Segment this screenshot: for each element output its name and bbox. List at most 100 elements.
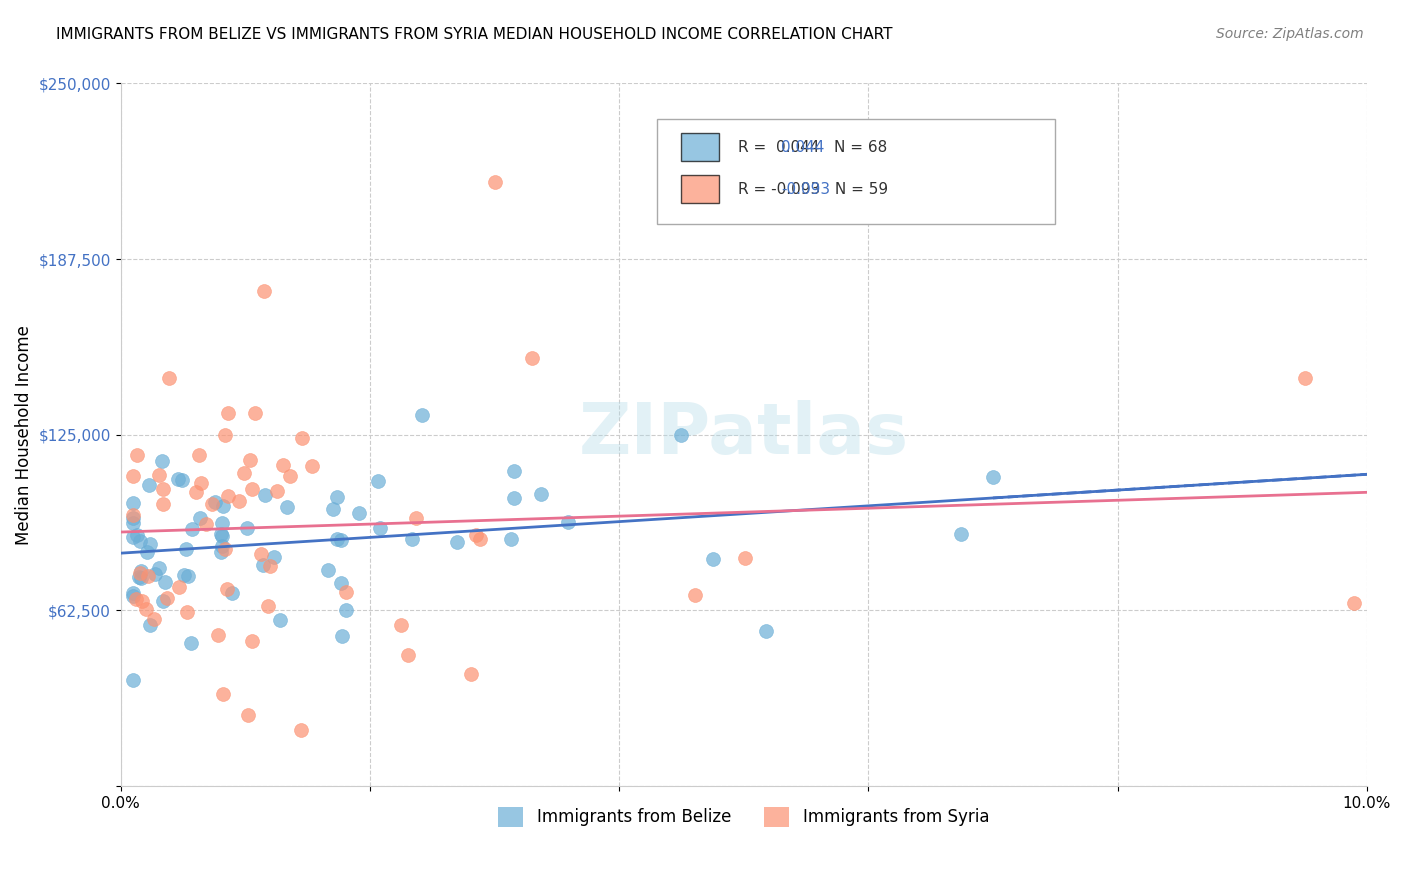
FancyBboxPatch shape — [682, 133, 718, 161]
Text: 0.044: 0.044 — [782, 140, 824, 154]
Immigrants from Syria — [683, 588, 706, 602]
Immigrants from Syria — [125, 591, 148, 606]
Immigrants from Syria — [250, 547, 273, 561]
Immigrants from Syria — [280, 468, 302, 483]
Immigrants from Belize — [122, 586, 145, 600]
Immigrants from Syria — [190, 475, 212, 490]
Immigrants from Belize — [702, 552, 724, 566]
Immigrants from Syria — [266, 484, 288, 499]
Immigrants from Belize — [180, 636, 202, 650]
Immigrants from Belize — [122, 673, 145, 687]
Immigrants from Syria — [239, 453, 262, 467]
FancyBboxPatch shape — [682, 175, 718, 202]
Immigrants from Belize — [254, 488, 277, 502]
Immigrants from Syria — [460, 667, 482, 681]
Immigrants from Belize — [152, 594, 174, 608]
Immigrants from Belize — [330, 629, 353, 643]
Legend: Immigrants from Belize, Immigrants from Syria: Immigrants from Belize, Immigrants from … — [492, 800, 995, 834]
Immigrants from Syria — [1343, 596, 1365, 610]
Immigrants from Belize — [236, 521, 259, 535]
Immigrants from Belize — [981, 469, 1004, 483]
Immigrants from Syria — [470, 532, 492, 546]
Immigrants from Syria — [271, 458, 294, 472]
Immigrants from Syria — [522, 351, 544, 366]
Immigrants from Belize — [188, 510, 211, 524]
Immigrants from Belize — [211, 539, 233, 553]
Immigrants from Syria — [259, 558, 281, 573]
Immigrants from Belize — [347, 506, 370, 520]
Immigrants from Syria — [194, 516, 217, 531]
Immigrants from Belize — [401, 532, 423, 546]
Immigrants from Belize — [138, 478, 160, 492]
Immigrants from Belize — [276, 500, 298, 514]
Immigrants from Belize — [263, 550, 285, 565]
Immigrants from Belize — [122, 496, 145, 510]
Immigrants from Belize — [129, 565, 152, 579]
Immigrants from Belize — [211, 500, 233, 514]
Immigrants from Belize — [204, 495, 226, 509]
Immigrants from Syria — [125, 448, 148, 462]
Immigrants from Belize — [145, 566, 167, 581]
Immigrants from Belize — [122, 511, 145, 525]
Immigrants from Syria — [187, 449, 209, 463]
Immigrants from Belize — [530, 487, 553, 501]
Immigrants from Syria — [465, 528, 488, 542]
Text: R = -0.093   N = 59: R = -0.093 N = 59 — [738, 182, 887, 197]
Immigrants from Belize — [153, 575, 176, 590]
Immigrants from Belize — [173, 568, 195, 582]
Immigrants from Syria — [167, 580, 190, 594]
Immigrants from Belize — [139, 618, 162, 632]
Immigrants from Belize — [127, 528, 149, 542]
Immigrants from Syria — [176, 605, 198, 619]
Immigrants from Syria — [214, 427, 236, 442]
Immigrants from Syria — [253, 285, 276, 299]
Text: Source: ZipAtlas.com: Source: ZipAtlas.com — [1216, 27, 1364, 41]
Immigrants from Belize — [950, 526, 973, 541]
Immigrants from Syria — [211, 687, 233, 701]
Immigrants from Belize — [326, 533, 349, 547]
Immigrants from Belize — [129, 571, 152, 585]
Immigrants from Syria — [734, 550, 756, 565]
Immigrants from Belize — [322, 501, 344, 516]
Immigrants from Belize — [755, 624, 778, 638]
Immigrants from Belize — [335, 603, 357, 617]
Immigrants from Belize — [501, 532, 523, 546]
Immigrants from Belize — [122, 529, 145, 543]
Immigrants from Syria — [256, 599, 278, 613]
Immigrants from Belize — [316, 563, 339, 577]
Immigrants from Belize — [135, 545, 157, 559]
Text: R =  0.044   N = 68: R = 0.044 N = 68 — [738, 140, 887, 154]
Immigrants from Belize — [172, 473, 194, 487]
Immigrants from Belize — [129, 533, 152, 548]
Immigrants from Syria — [484, 175, 506, 189]
Immigrants from Belize — [368, 520, 391, 534]
Immigrants from Belize — [330, 575, 353, 590]
Immigrants from Belize — [329, 533, 352, 547]
Immigrants from Belize — [503, 464, 526, 478]
Immigrants from Syria — [217, 405, 239, 419]
Immigrants from Syria — [131, 594, 153, 608]
Immigrants from Syria — [301, 458, 323, 473]
Immigrants from Belize — [557, 515, 579, 529]
Text: IMMIGRANTS FROM BELIZE VS IMMIGRANTS FROM SYRIA MEDIAN HOUSEHOLD INCOME CORRELAT: IMMIGRANTS FROM BELIZE VS IMMIGRANTS FRO… — [56, 27, 893, 42]
Immigrants from Syria — [396, 648, 419, 662]
Immigrants from Syria — [405, 510, 427, 524]
Immigrants from Syria — [122, 469, 145, 483]
Immigrants from Syria — [122, 508, 145, 522]
Immigrants from Syria — [236, 707, 259, 722]
Immigrants from Belize — [139, 537, 162, 551]
Immigrants from Belize — [671, 427, 693, 442]
Text: ZIPatlas: ZIPatlas — [579, 401, 908, 469]
Immigrants from Belize — [180, 522, 202, 536]
Immigrants from Syria — [389, 618, 412, 632]
Immigrants from Syria — [156, 591, 179, 606]
Immigrants from Belize — [122, 590, 145, 604]
Immigrants from Belize — [177, 569, 200, 583]
Immigrants from Syria — [148, 467, 170, 482]
Immigrants from Belize — [503, 491, 526, 505]
Immigrants from Syria — [128, 566, 150, 581]
Immigrants from Belize — [167, 472, 190, 486]
Immigrants from Belize — [128, 569, 150, 583]
Immigrants from Syria — [291, 430, 314, 444]
Immigrants from Syria — [228, 494, 250, 508]
